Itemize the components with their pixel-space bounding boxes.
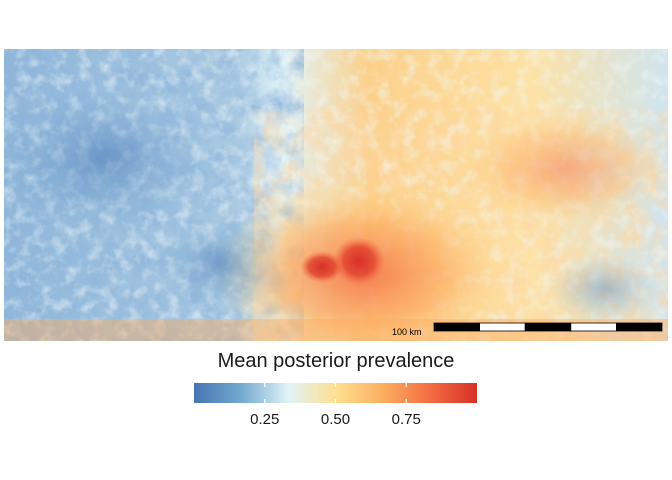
legend: Mean posterior prevalence 0.25 0.50 0.75	[0, 348, 672, 438]
hotspot-2	[300, 251, 344, 283]
color-bar-gradient	[194, 383, 477, 403]
color-bar-tick-label: 0.25	[250, 411, 279, 428]
hotspot-1	[333, 237, 385, 285]
warm-region-east	[454, 109, 668, 229]
color-bar-tick-label: 0.75	[392, 411, 421, 428]
scale-bar-segment	[524, 322, 572, 332]
color-bar-tick-label: 0.50	[321, 411, 350, 428]
legend-title: Mean posterior prevalence	[217, 350, 455, 372]
scale-bar-segment	[570, 322, 617, 332]
prevalence-raster: 100 km	[4, 49, 668, 341]
scale-bar-segment	[616, 322, 663, 332]
color-bar-ticks: 0.25 0.50 0.75	[250, 383, 421, 428]
scale-bar-segment	[433, 322, 480, 332]
scale-bar	[433, 322, 663, 332]
color-bar: 0.25 0.50 0.75	[194, 383, 477, 428]
prevalence-map: 100 km	[4, 49, 668, 341]
cool-region-west	[4, 89, 214, 229]
cool-region-central	[159, 219, 279, 309]
scale-bar-segment	[479, 322, 526, 332]
cool-region-southeast	[549, 254, 659, 324]
scale-bar-label: 100 km	[392, 327, 422, 337]
